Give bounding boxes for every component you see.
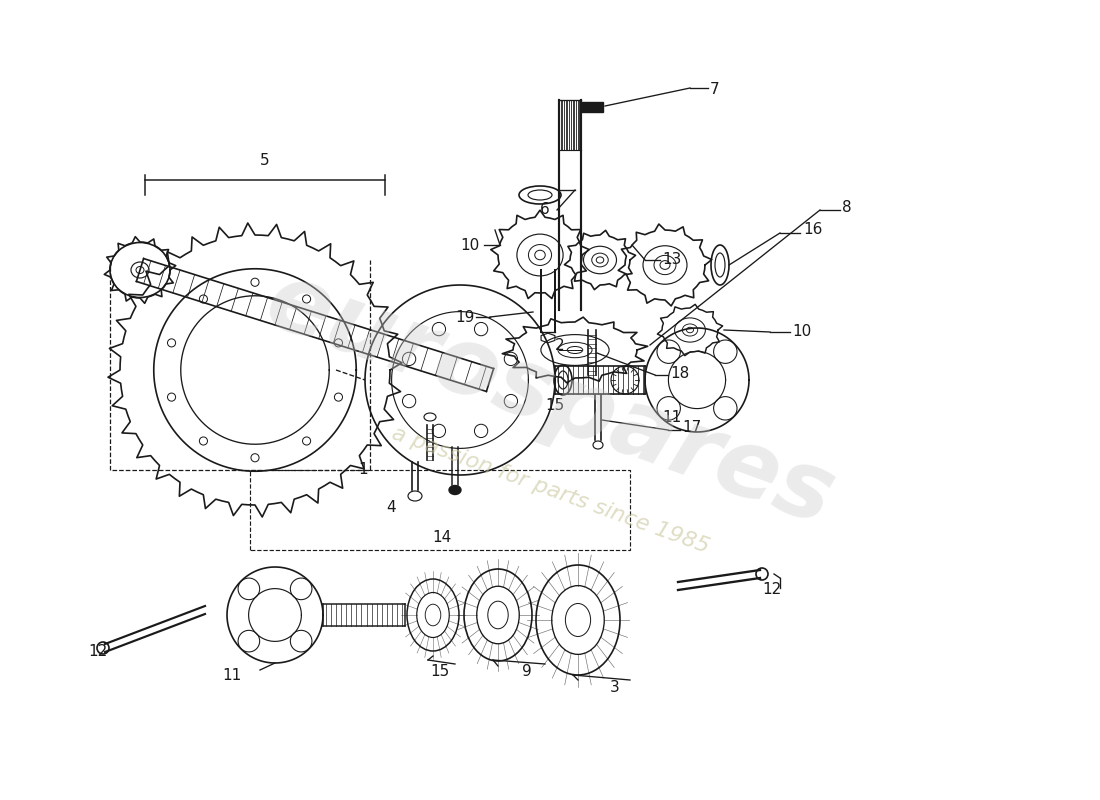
Text: 15: 15 — [430, 665, 449, 679]
Text: 18: 18 — [670, 366, 690, 382]
Text: 11: 11 — [662, 410, 681, 426]
Ellipse shape — [474, 424, 487, 438]
Ellipse shape — [657, 340, 681, 363]
Bar — [581, 102, 603, 112]
Text: 15: 15 — [544, 398, 564, 413]
Ellipse shape — [290, 578, 312, 600]
Ellipse shape — [686, 327, 693, 333]
Ellipse shape — [403, 352, 416, 366]
Ellipse shape — [449, 486, 461, 494]
Ellipse shape — [596, 257, 604, 263]
Text: 9: 9 — [522, 665, 531, 679]
Ellipse shape — [238, 578, 260, 600]
Ellipse shape — [714, 397, 737, 420]
Ellipse shape — [110, 242, 170, 298]
Text: 19: 19 — [455, 310, 474, 325]
Text: 1: 1 — [358, 462, 367, 478]
Ellipse shape — [756, 568, 768, 580]
Ellipse shape — [432, 322, 446, 336]
Ellipse shape — [403, 394, 416, 408]
Text: 5: 5 — [261, 153, 270, 168]
Ellipse shape — [660, 261, 670, 270]
Text: 4: 4 — [386, 501, 396, 515]
Ellipse shape — [504, 352, 518, 366]
Ellipse shape — [657, 397, 681, 420]
Text: 6: 6 — [540, 202, 550, 218]
Ellipse shape — [432, 424, 446, 438]
Ellipse shape — [136, 266, 144, 274]
Text: 16: 16 — [803, 222, 823, 238]
Ellipse shape — [568, 346, 583, 354]
Text: 7: 7 — [710, 82, 719, 98]
Text: 12: 12 — [762, 582, 781, 598]
Text: a passion for parts since 1985: a passion for parts since 1985 — [388, 423, 712, 557]
Ellipse shape — [238, 630, 260, 652]
Ellipse shape — [474, 322, 487, 336]
Ellipse shape — [97, 642, 109, 654]
Text: 10: 10 — [460, 238, 480, 253]
Text: 3: 3 — [610, 681, 619, 695]
Text: 17: 17 — [682, 421, 702, 435]
Text: 13: 13 — [662, 253, 681, 267]
Ellipse shape — [714, 340, 737, 363]
Text: 12: 12 — [88, 645, 108, 659]
Text: 2: 2 — [556, 338, 564, 353]
Ellipse shape — [535, 250, 546, 260]
Text: 14: 14 — [432, 530, 451, 546]
Text: 10: 10 — [792, 325, 812, 339]
Text: 8: 8 — [842, 201, 851, 215]
Ellipse shape — [290, 630, 312, 652]
Text: 11: 11 — [222, 667, 241, 682]
Text: eurospares: eurospares — [253, 254, 847, 546]
Ellipse shape — [504, 394, 518, 408]
